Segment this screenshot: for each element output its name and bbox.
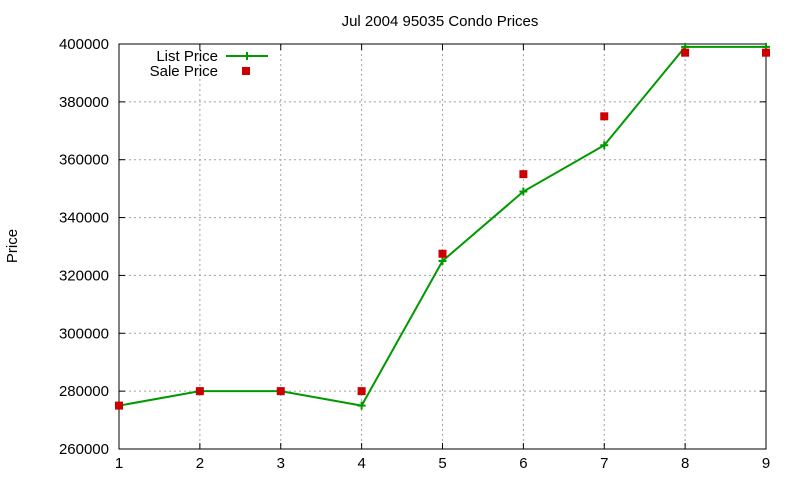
x-tick-label: 6 xyxy=(519,455,527,472)
series-layer xyxy=(115,42,770,410)
x-tick-label: 1 xyxy=(115,455,123,472)
list-price-point xyxy=(357,401,366,410)
y-tick-label: 320000 xyxy=(59,267,109,284)
y-tick-label: 300000 xyxy=(59,325,109,342)
x-tick-label: 4 xyxy=(357,455,365,472)
x-tick-label: 8 xyxy=(681,455,689,472)
sale-price-point xyxy=(276,387,285,396)
sale-price-point xyxy=(762,48,770,57)
list-price-point xyxy=(600,141,609,150)
legend-label-list-price: List Price xyxy=(156,48,218,65)
y-tick-label: 400000 xyxy=(59,36,109,53)
x-tick-label: 3 xyxy=(277,455,285,472)
plot-border xyxy=(118,43,767,450)
sale-price-point xyxy=(195,387,204,396)
y-tick-label: 360000 xyxy=(59,152,109,169)
legend-marker-list-price xyxy=(243,52,251,60)
x-tick-label: 5 xyxy=(438,455,446,472)
y-tick-label: 340000 xyxy=(59,210,109,227)
sale-price-point xyxy=(115,401,123,410)
grid-lines xyxy=(119,44,766,449)
y-tick-label: 280000 xyxy=(59,383,109,400)
y-axis-label: Price xyxy=(4,229,21,263)
list-price-point xyxy=(519,187,528,196)
sale-price-point xyxy=(438,249,447,258)
sale-price-point xyxy=(600,112,609,121)
x-tick-label: 9 xyxy=(762,455,770,472)
axes: 1 2 3 4 5 6 7 8 9 260000 280000 300000 320000 340000 3… xyxy=(59,36,770,472)
chart-title: Jul 2004 95035 Condo Prices xyxy=(342,13,539,30)
legend-label-sale-price: Sale Price xyxy=(150,63,218,80)
x-tick-label: 2 xyxy=(196,455,204,472)
sale-price-point xyxy=(357,387,366,396)
sale-price-point xyxy=(519,170,528,179)
y-tick-label: 260000 xyxy=(59,441,109,458)
sale-price-point xyxy=(681,48,690,57)
list-price-point xyxy=(438,256,447,265)
y-tick-label: 380000 xyxy=(59,94,109,111)
legend-marker-sale-price xyxy=(242,67,250,75)
x-tick-label: 7 xyxy=(600,455,608,472)
